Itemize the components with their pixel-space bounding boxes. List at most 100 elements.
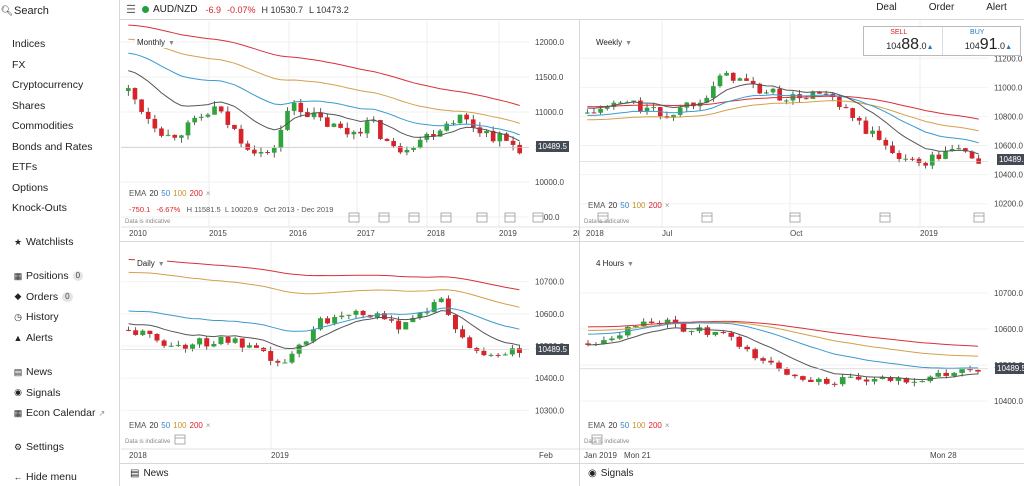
candle-body bbox=[510, 140, 516, 145]
candle-body bbox=[585, 343, 591, 345]
candle-body bbox=[672, 319, 679, 324]
close-icon[interactable]: × bbox=[664, 201, 670, 210]
candle-body bbox=[417, 139, 423, 148]
chart-panel-monthly[interactable]: 12000.011500.011000.010500.010000.09500.… bbox=[121, 21, 579, 241]
nav-commodities[interactable]: Commodities bbox=[12, 120, 74, 132]
candle-body bbox=[640, 321, 647, 327]
ema-20-line bbox=[128, 310, 520, 350]
close-icon[interactable]: × bbox=[205, 189, 211, 198]
candle-body bbox=[497, 133, 503, 142]
sell-button[interactable]: SELL 10488.0▲ bbox=[864, 27, 942, 55]
nav-alerts-label: Alerts bbox=[26, 331, 53, 344]
y-axis-tick-label: 10200.0 bbox=[994, 200, 1023, 209]
candle-body bbox=[246, 345, 252, 348]
ema-20-label[interactable]: 20 bbox=[608, 201, 618, 210]
chevron-down-icon: ▼ bbox=[168, 40, 175, 47]
nav-positions[interactable]: ▦ Positions 0 bbox=[12, 266, 84, 287]
ema-200-label[interactable]: 200 bbox=[648, 421, 662, 430]
candle-body bbox=[823, 93, 829, 95]
tag-icon: ◆ bbox=[14, 291, 22, 302]
candle-body bbox=[460, 329, 466, 338]
instrument-symbol[interactable]: AUD/NZD bbox=[153, 4, 198, 15]
nav-options[interactable]: Options bbox=[12, 181, 49, 194]
nav-cryptocurrency[interactable]: Cryptocurrency bbox=[12, 79, 84, 91]
candle-body bbox=[437, 130, 443, 137]
nav-bonds-and-rates[interactable]: Bonds and Rates bbox=[12, 140, 93, 153]
candle-body bbox=[704, 97, 710, 103]
ema-100-label[interactable]: 100 bbox=[173, 421, 187, 430]
ema-50-label[interactable]: 50 bbox=[161, 421, 171, 430]
external-link-icon: ↗ bbox=[98, 408, 106, 418]
chevron-down-icon: ▼ bbox=[625, 40, 633, 47]
candle-body bbox=[956, 148, 962, 150]
candle-body bbox=[182, 344, 188, 349]
chart-panel-daily[interactable]: 10700.010600.010500.010400.010300.020182… bbox=[121, 242, 579, 463]
ema-200-label[interactable]: 200 bbox=[648, 201, 662, 210]
markets-nav: Indices FX Cryptocurrency Shares Commodi… bbox=[12, 34, 93, 219]
candle-body bbox=[265, 152, 270, 154]
ema-200-label[interactable]: 200 bbox=[189, 189, 203, 198]
chart-weekly-svg[interactable]: 11200.0 11000.0 10800.0 10600.0 10400.0 10200… bbox=[580, 21, 1024, 241]
candle-body bbox=[916, 158, 922, 163]
candle-body bbox=[245, 143, 251, 150]
timeframe-select-daily[interactable]: Daily ▼ bbox=[135, 258, 167, 269]
header-actions: Deal Order Alert bbox=[859, 0, 1024, 20]
panel-divider-horizontal[interactable] bbox=[120, 241, 1024, 242]
close-icon[interactable]: × bbox=[664, 421, 670, 430]
nav-news[interactable]: ▤ News bbox=[12, 362, 105, 383]
candle-body bbox=[285, 110, 290, 130]
buy-button[interactable]: BUY 10491.0▲ bbox=[941, 27, 1021, 55]
deal-button[interactable]: Deal bbox=[876, 2, 897, 13]
chart-panel-weekly[interactable]: 11200.0 11000.0 10800.0 10600.0 10400.0 10200… bbox=[580, 21, 1024, 241]
ema-50-label[interactable]: 50 bbox=[620, 421, 630, 430]
ema-20-label[interactable]: 20 bbox=[608, 421, 618, 430]
nav-signals[interactable]: ◉ Signals bbox=[12, 383, 105, 404]
close-icon[interactable]: × bbox=[205, 421, 211, 430]
candle-body bbox=[757, 83, 763, 94]
data-indicative-note: Data is indicative bbox=[125, 439, 171, 445]
candle-body bbox=[431, 134, 436, 137]
sell-price-pips: 88 bbox=[901, 36, 920, 53]
alert-button[interactable]: Alert bbox=[986, 2, 1007, 13]
panel-divider-vertical[interactable] bbox=[579, 20, 580, 486]
candle-body bbox=[817, 91, 822, 94]
nav-econ-calendar[interactable]: ▦ Econ Calendar ↗ bbox=[12, 403, 105, 424]
ema-20-label[interactable]: 20 bbox=[149, 189, 159, 198]
nav-knock-outs[interactable]: Knock-Outs bbox=[12, 202, 67, 214]
nav-indices[interactable]: Indices bbox=[12, 38, 46, 50]
nav-orders[interactable]: ◆ Orders 0 bbox=[12, 287, 83, 308]
timeframe-select-monthly[interactable]: Monthly ▼ bbox=[135, 37, 177, 48]
nav-etfs[interactable]: ETFs bbox=[12, 161, 38, 173]
nav-settings[interactable]: ⚙ Settings bbox=[12, 437, 64, 458]
news-icon: ▤ bbox=[130, 468, 140, 479]
order-button[interactable]: Order bbox=[928, 2, 955, 13]
timeframe-select-weekly[interactable]: Weekly ▼ bbox=[594, 37, 635, 48]
ema-100-label[interactable]: 100 bbox=[173, 189, 187, 198]
timeframe-select-4-hours[interactable]: 4 Hours ▼ bbox=[594, 258, 636, 269]
ema-50-label[interactable]: 50 bbox=[161, 189, 171, 198]
signals-panel-tab[interactable]: ◉ Signals bbox=[588, 468, 634, 479]
candle-body bbox=[311, 112, 317, 118]
candle-body bbox=[903, 158, 909, 160]
ema-20-label[interactable]: 20 bbox=[149, 421, 159, 430]
ema-200-label[interactable]: 200 bbox=[189, 421, 203, 430]
ema-100-label[interactable]: 100 bbox=[632, 201, 646, 210]
nav-history[interactable]: ◷ History bbox=[12, 307, 83, 328]
nav-fx[interactable]: FX bbox=[12, 58, 26, 71]
nav-alerts[interactable]: ▲ Alerts bbox=[12, 328, 83, 349]
ema-100-label[interactable]: 100 bbox=[632, 421, 646, 430]
hide-menu-button[interactable]: ← Hide menu bbox=[12, 467, 77, 486]
news-panel-tab[interactable]: ▤ News bbox=[130, 468, 168, 479]
candle-body bbox=[397, 146, 403, 153]
candle-body bbox=[776, 362, 782, 369]
ema-50-label[interactable]: 50 bbox=[620, 201, 630, 210]
hide-menu-nav: ← Hide menu bbox=[12, 467, 77, 486]
search-button[interactable]: 🔍︎ Search bbox=[0, 4, 49, 18]
signals-icon: ◉ bbox=[588, 468, 597, 479]
buy-label: BUY bbox=[970, 29, 985, 36]
hamburger-menu-icon[interactable]: ☰ bbox=[126, 4, 136, 16]
nav-watchlists[interactable]: ★ Watchlists bbox=[12, 232, 74, 253]
nav-shares[interactable]: Shares bbox=[12, 99, 46, 112]
